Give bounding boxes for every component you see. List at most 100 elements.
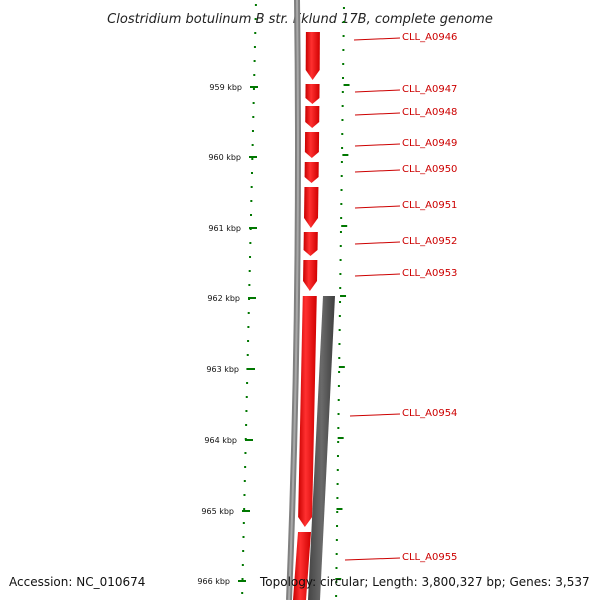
gene-arrow[interactable] — [304, 162, 319, 183]
scale-dot — [241, 592, 244, 594]
scale-dot — [338, 343, 341, 345]
scale-dot — [335, 581, 338, 583]
scale-dot — [241, 578, 244, 580]
scale-dot — [251, 130, 254, 132]
scale-dot — [245, 424, 248, 426]
scale-dot — [250, 186, 253, 188]
scale-dot — [341, 105, 344, 107]
genome-summary-text: Topology: circular; Length: 3,800,327 bp… — [259, 575, 590, 589]
gene-arrow[interactable] — [298, 296, 317, 527]
tick-label: 960 kbp — [208, 153, 241, 162]
gene-label-leader — [354, 112, 401, 116]
gene-block-reverse[interactable] — [308, 296, 335, 600]
scale-dot — [338, 315, 341, 317]
gene-arrow[interactable] — [293, 532, 311, 600]
scale-dot — [340, 217, 343, 219]
gene-label[interactable]: CLL_A0948 — [402, 107, 457, 118]
scale-dot — [338, 329, 341, 331]
scale-dot — [249, 242, 252, 244]
scale-dot — [336, 455, 339, 457]
scale-dot — [336, 469, 339, 471]
gene-label[interactable]: CLL_A0947 — [402, 84, 457, 95]
scale-dot — [339, 287, 342, 289]
accession-text: Accession: NC_010674 — [9, 575, 145, 589]
scale-dot — [338, 357, 341, 359]
scale-dot — [248, 284, 251, 286]
scale-dot — [342, 35, 345, 37]
tick-label: 959 kbp — [209, 83, 242, 92]
gene-arrow[interactable] — [305, 32, 320, 80]
gene-label[interactable]: CLL_A0955 — [402, 552, 457, 563]
scale-dot — [335, 553, 338, 555]
gene-arrow[interactable] — [305, 84, 320, 104]
scale-dot — [335, 539, 338, 541]
scale-dot — [340, 175, 343, 177]
scale-dot — [340, 189, 343, 191]
scale-dot — [341, 147, 344, 149]
scale-dot — [247, 312, 250, 314]
gene-arrow[interactable] — [304, 132, 320, 158]
scale-dot — [342, 63, 345, 65]
gene-arrow[interactable] — [304, 187, 319, 228]
gene-label[interactable]: CLL_A0953 — [402, 268, 457, 279]
gene-label-leader — [349, 413, 401, 417]
scale-dot — [336, 511, 339, 513]
scale-ticks: 959 kbp 960 kbp 961 kbp 962 kbp 963 kbp 964 k… — [197, 83, 350, 586]
gene-label-leader — [354, 205, 401, 209]
scale-dot — [337, 385, 340, 387]
scale-dot — [245, 410, 248, 412]
scale-dot — [246, 354, 249, 356]
gene-arrow[interactable] — [303, 232, 318, 256]
scale-dot — [340, 203, 343, 205]
scale-dot — [339, 273, 342, 275]
gene-arrow[interactable] — [303, 260, 318, 291]
gene-label-leader — [354, 169, 401, 173]
scale-dot — [341, 91, 344, 93]
gene-arrow[interactable] — [305, 106, 320, 128]
tick-label: 966 kbp — [197, 577, 230, 586]
gene-track — [293, 32, 335, 600]
gene-label-leader — [344, 557, 401, 561]
scale-dot — [254, 32, 257, 34]
scale-dot — [339, 301, 342, 303]
scale-dot — [243, 508, 246, 510]
scale-dot — [339, 231, 342, 233]
scale-dot — [246, 382, 249, 384]
gene-label-leader — [354, 143, 401, 147]
scale-dot — [245, 396, 248, 398]
scale-dot — [251, 144, 254, 146]
scale-dot — [250, 200, 253, 202]
gene-label[interactable]: CLL_A0954 — [402, 408, 457, 419]
tick-label: 961 kbp — [208, 224, 241, 233]
gene-label[interactable]: CLL_A0946 — [402, 32, 457, 43]
scale-dot — [247, 340, 250, 342]
scale-dot — [241, 564, 244, 566]
scale-dot — [253, 46, 256, 48]
gene-label[interactable]: CLL_A0952 — [402, 236, 457, 247]
scale-dot — [342, 7, 345, 9]
scale-dot — [249, 256, 252, 258]
scale-dot — [336, 525, 339, 527]
scale-dot — [243, 494, 246, 496]
gene-labels: CLL_A0946 CLL_A0947 CLL_A0948 CLL_A0949 CLL_… — [344, 32, 457, 563]
scale-dot — [342, 49, 345, 51]
gene-label-leader — [354, 89, 401, 93]
scale-dot — [338, 371, 341, 373]
scale-dot — [254, 4, 257, 6]
scale-dot — [252, 88, 255, 90]
scale-dot — [251, 158, 254, 160]
scale-dot — [341, 119, 344, 121]
scale-dot — [342, 21, 345, 23]
gene-label[interactable]: CLL_A0951 — [402, 200, 457, 211]
scale-dot — [252, 116, 255, 118]
gene-label[interactable]: CLL_A0949 — [402, 138, 457, 149]
gene-label[interactable]: CLL_A0950 — [402, 164, 457, 175]
scale-dot — [243, 480, 246, 482]
scale-dot — [335, 567, 338, 569]
scale-dot — [242, 522, 245, 524]
scale-dot — [248, 270, 251, 272]
scale-dot — [339, 245, 342, 247]
gene-label-leader — [353, 37, 401, 41]
tick-label: 964 kbp — [204, 436, 237, 445]
